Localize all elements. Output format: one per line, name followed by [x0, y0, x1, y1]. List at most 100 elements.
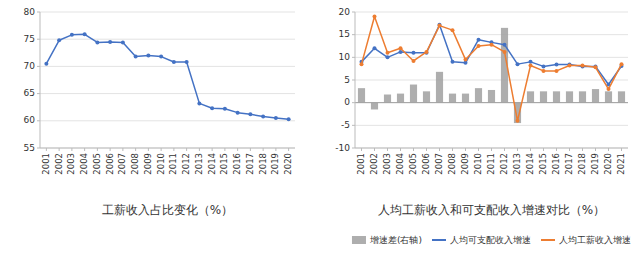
grid-line	[355, 80, 628, 81]
plot-marks	[358, 15, 625, 124]
x-tick	[556, 148, 557, 151]
line-point	[568, 63, 572, 67]
line-point	[581, 63, 585, 67]
line-point	[529, 60, 533, 64]
line-point	[477, 38, 481, 42]
line-point	[83, 32, 87, 36]
bar	[462, 94, 469, 103]
x-tick-label: 2018	[577, 153, 587, 175]
x-tick	[374, 148, 375, 151]
x-tick	[161, 148, 162, 151]
line-point	[261, 114, 265, 118]
line-point	[197, 101, 201, 105]
grid-line	[40, 12, 295, 13]
x-tick	[173, 148, 174, 151]
chart-panel: -10-505101520200120022003200420052006200…	[335, 7, 631, 245]
line-point	[451, 28, 455, 32]
line-point	[425, 50, 429, 54]
grid-line	[355, 57, 628, 58]
line-point	[464, 58, 468, 62]
line-point	[386, 55, 390, 59]
y-tick-label: -10	[335, 143, 350, 153]
x-tick	[543, 148, 544, 151]
bar	[579, 91, 586, 102]
x-tick-label: 2015	[538, 153, 548, 175]
line	[362, 25, 622, 85]
line-point	[386, 51, 390, 55]
x-tick-label: 2020	[603, 153, 613, 175]
x-tick	[237, 148, 238, 151]
x-tick-label: 2005	[408, 153, 418, 175]
line-point	[108, 40, 112, 44]
line-point	[223, 107, 227, 111]
line-point	[159, 55, 163, 59]
x-tick-label: 2017	[564, 153, 574, 175]
line-point	[95, 40, 99, 44]
legend-label: 增速差(右轴)	[369, 235, 422, 245]
x-tick	[135, 148, 136, 151]
x-tick	[288, 148, 289, 151]
line-point	[121, 40, 125, 44]
bar	[423, 91, 430, 102]
legend-swatch	[352, 236, 366, 244]
x-tick	[582, 148, 583, 151]
y-tick-label: 0	[344, 97, 350, 107]
bar	[384, 95, 391, 103]
line-point	[399, 46, 403, 50]
x-tick-label: 2009	[143, 153, 153, 175]
line-point	[581, 64, 585, 68]
y-tick-label: -5	[341, 120, 350, 130]
line-point	[146, 54, 150, 58]
bar	[436, 72, 443, 103]
x-tick	[517, 148, 518, 151]
x-tick	[361, 148, 362, 151]
grid-line	[40, 148, 295, 149]
line-point	[70, 33, 74, 37]
bar	[488, 90, 495, 103]
y-tick-label: 70	[24, 61, 36, 71]
line	[362, 17, 622, 121]
x-tick-label: 2001	[41, 153, 51, 175]
x-tick-label: 2004	[79, 153, 89, 175]
y-tick-label: 55	[24, 143, 35, 153]
line-point	[44, 62, 48, 66]
line-point	[373, 15, 377, 19]
x-tick	[478, 148, 479, 151]
bar	[475, 88, 482, 103]
x-tick-label: 2003	[382, 153, 392, 175]
x-tick	[71, 148, 72, 151]
line-point	[360, 62, 364, 66]
line-point	[503, 43, 507, 47]
x-tick-label: 2019	[270, 153, 280, 175]
y-axis-line	[355, 12, 356, 148]
x-tick	[400, 148, 401, 151]
x-tick-label: 2006	[421, 153, 431, 175]
plot-marks	[44, 32, 290, 121]
line-point	[438, 24, 442, 28]
line-point	[555, 69, 559, 73]
x-tick	[504, 148, 505, 151]
line-point	[607, 87, 611, 91]
x-tick-label: 2016	[232, 153, 242, 175]
line-point	[477, 44, 481, 48]
line-point	[425, 51, 429, 55]
line-point	[568, 63, 572, 67]
x-tick-label: 2012	[181, 153, 191, 175]
line	[46, 34, 288, 119]
line-point	[503, 50, 507, 54]
line-point	[274, 116, 278, 120]
x-tick-label: 2003	[66, 153, 76, 175]
bar	[553, 91, 560, 102]
x-tick	[97, 148, 98, 151]
y-tick-label: 65	[24, 88, 35, 98]
x-tick-label: 2013	[194, 153, 204, 175]
grid-line	[355, 12, 628, 13]
bar	[592, 89, 599, 103]
x-tick	[110, 148, 111, 151]
x-tick-label: 2016	[551, 153, 561, 175]
x-tick	[46, 148, 47, 151]
line-point	[210, 106, 214, 110]
line-point	[438, 23, 442, 27]
x-tick	[465, 148, 466, 151]
line-point	[248, 112, 252, 116]
